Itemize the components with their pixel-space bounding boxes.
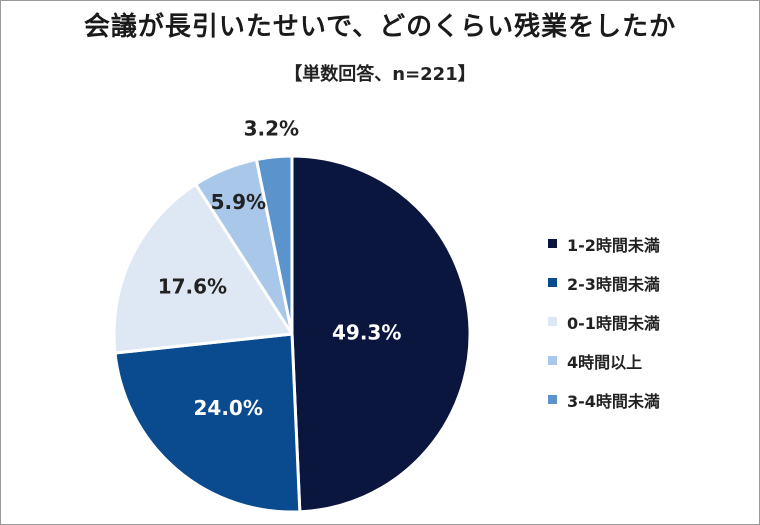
- data-label-4時間以上: 5.9%: [211, 190, 266, 214]
- legend-label: 0-1時間未満: [567, 313, 660, 333]
- data-label-3-4時間未満: 3.2%: [244, 117, 299, 141]
- legend-item-4時間以上: 4時間以上: [548, 341, 748, 380]
- chart-subtitle: 【単数回答、n=221】: [284, 64, 476, 85]
- pie-slices: [112, 154, 472, 514]
- pie-slice-0-1時間未満: [112, 182, 294, 355]
- legend-label: 2-3時間未満: [567, 274, 660, 294]
- legend-label: 3-4時間未満: [567, 391, 660, 411]
- legend-item-0-1時間未満: 0-1時間未満: [548, 302, 748, 341]
- legend-label: 4時間以上: [567, 352, 643, 372]
- pie-slice-3-4時間未満: [254, 154, 294, 336]
- legend-swatch: [548, 356, 557, 365]
- legend-item-3-4時間未満: 3-4時間未満: [548, 380, 748, 419]
- pie-slice-2-3時間未満: [113, 332, 302, 514]
- data-label-0-1時間未満: 17.6%: [158, 274, 227, 298]
- legend-item-2-3時間未満: 2-3時間未満: [548, 263, 748, 302]
- legend-swatch: [548, 317, 557, 326]
- pie-slice-1-2時間未満: [290, 154, 472, 514]
- legend-item-1-2時間未満: 1-2時間未満: [548, 224, 748, 263]
- pie-data-labels: 49.3% 24.0% 17.6% 5.9% 3.2%: [158, 117, 402, 421]
- chart-legend: 1-2時間未満 2-3時間未満 0-1時間未満 4時間以上 3-4時間未満: [548, 224, 748, 419]
- legend-label: 1-2時間未満: [567, 235, 660, 255]
- data-label-1-2時間未満: 49.3%: [332, 320, 401, 344]
- data-label-2-3時間未満: 24.0%: [194, 396, 263, 420]
- legend-swatch: [548, 239, 557, 248]
- chart-title: 会議が長引いたせいで、どのくらい残業をしたか: [83, 12, 677, 42]
- legend-swatch: [548, 278, 557, 287]
- legend-swatch: [548, 395, 557, 404]
